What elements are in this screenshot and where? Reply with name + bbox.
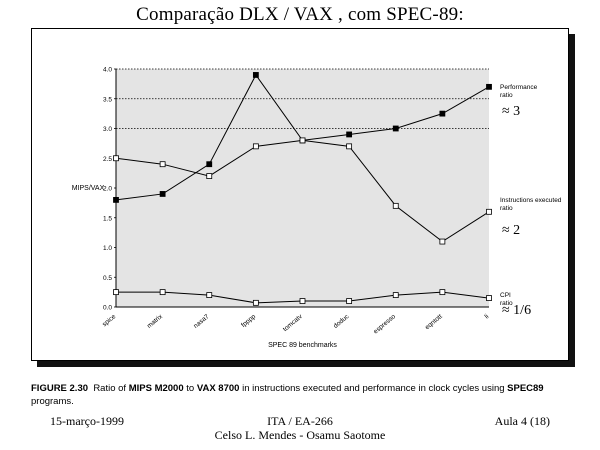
data-point [439, 289, 446, 296]
data-point [159, 191, 166, 197]
figure-frame: 0.0 0.5 1.0 1.5 2.0 2.5 3.0 3.5 4.0 spice matrix na… [31, 28, 569, 361]
data-point [113, 196, 119, 203]
y-tick-label: 0.0 [103, 305, 112, 312]
data-point [159, 161, 166, 168]
caption-text-4: programs. [31, 396, 74, 407]
y-tick-label: 2.5 [103, 156, 112, 163]
approx-annotation: ≈ 3 [502, 104, 520, 119]
caption-bold-3: SPEC89 [507, 383, 544, 394]
data-point [299, 137, 306, 144]
x-tick-label: doduc [332, 313, 351, 330]
data-point [392, 202, 399, 209]
x-tick-label: matrix [146, 313, 165, 330]
y-tick-label: 0.5 [103, 275, 112, 282]
caption-text-3: in instructions executed and performance… [239, 383, 508, 394]
caption-text-1: Ratio of [93, 383, 129, 394]
footer-lesson: Aula 4 (18) [494, 414, 550, 428]
data-point [299, 298, 306, 304]
footer-authors: Celso L. Mendes - Osamu Saotome [214, 428, 386, 442]
x-tick-label: fpppp [240, 313, 257, 329]
x-tick-label: li [484, 313, 491, 320]
y-tick-label: 1.0 [103, 245, 112, 252]
legend-cpi-ratio: CPI ratio [500, 292, 513, 307]
y-axis-title: MIPS/VAX [72, 185, 105, 192]
y-tick-label: 3.0 [103, 126, 112, 133]
data-point [206, 292, 213, 299]
data-point [486, 295, 492, 301]
x-axis-title: SPEC 89 benchmarks [268, 342, 337, 349]
approx-annotation: ≈ 1/6 [502, 303, 531, 318]
data-point [252, 143, 259, 150]
data-point [346, 298, 353, 304]
data-point [346, 131, 353, 138]
data-point [252, 72, 259, 78]
data-point [486, 83, 492, 90]
y-tick-label: 2.0 [103, 186, 112, 193]
data-point [113, 289, 119, 296]
x-tick-label: tomcatv [282, 313, 305, 333]
plot-background [116, 69, 489, 307]
legend-instructions-ratio: Instructions executed ratio [500, 197, 562, 212]
data-point [159, 289, 166, 296]
slide-title: Comparação DLX / VAX , com SPEC-89: [136, 4, 464, 25]
caption-bold-1: MIPS M2000 [128, 383, 184, 394]
data-point [346, 143, 353, 150]
data-point [439, 110, 446, 117]
legend-performance-ratio: Performance ratio [500, 84, 538, 99]
data-point [252, 299, 259, 306]
line-chart: 0.0 0.5 1.0 1.5 2.0 2.5 3.0 3.5 4.0 spice matrix na… [72, 67, 562, 350]
x-tick-label: spice [101, 313, 117, 328]
data-point [206, 173, 213, 180]
footer-course: ITA / EA-266 [267, 414, 333, 428]
approx-annotation: ≈ 2 [502, 223, 520, 238]
y-tick-label: 4.0 [103, 67, 112, 74]
data-point [439, 238, 446, 245]
data-point [392, 292, 399, 299]
data-point [113, 155, 119, 162]
data-point [486, 208, 492, 215]
data-point [206, 161, 213, 168]
figure-caption: FIGURE 2.30 Ratio of MIPS M2000 to VAX 8… [31, 382, 576, 408]
x-tick-label: nasa7 [192, 313, 210, 330]
y-tick-label: 3.5 [103, 96, 112, 103]
x-tick-label: espresso [372, 313, 397, 336]
caption-figure-label: FIGURE 2.30 [31, 383, 89, 394]
data-point [392, 125, 399, 132]
caption-text-2: to [183, 383, 197, 394]
y-tick-label: 1.5 [103, 215, 112, 222]
footer-date: 15-março-1999 [50, 414, 124, 428]
x-tick-label: eqntott [424, 313, 444, 331]
caption-bold-2: VAX 8700 [196, 383, 240, 394]
